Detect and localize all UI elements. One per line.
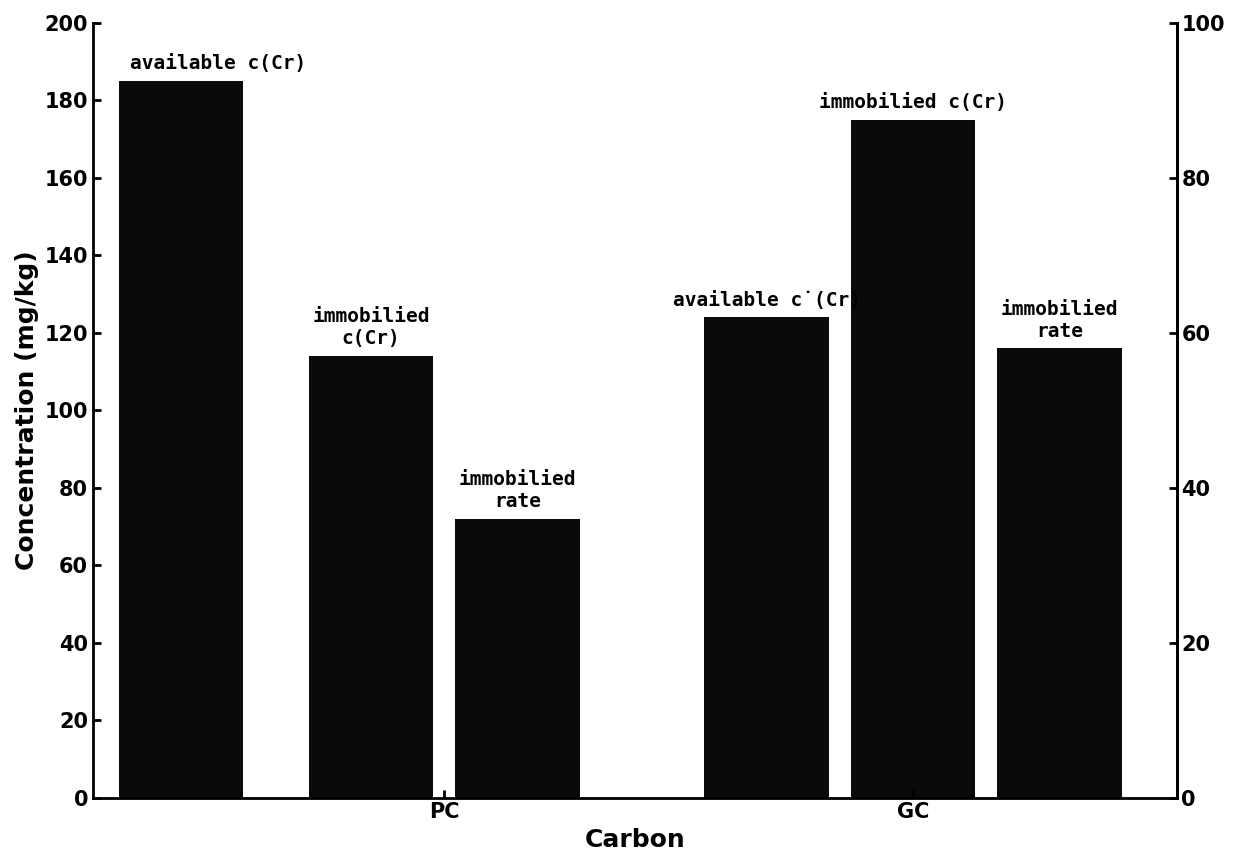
Bar (309, 356, 434, 798)
Bar (997, 349, 1122, 798)
Text: immobilied
rate: immobilied rate (459, 470, 577, 511)
Text: available c(Cr): available c(Cr) (129, 55, 306, 74)
Text: immobilied
c(Cr): immobilied c(Cr) (312, 307, 430, 349)
Bar (455, 518, 580, 798)
Text: immobilied
rate: immobilied rate (1001, 300, 1118, 341)
X-axis label: Carbon: Carbon (584, 828, 686, 852)
Bar (704, 317, 828, 798)
Text: available ċ(Cr): available ċ(Cr) (672, 290, 861, 310)
Bar (851, 120, 976, 798)
Y-axis label: Concentration (mg/kg): Concentration (mg/kg) (15, 251, 38, 570)
Text: immobilied c(Cr): immobilied c(Cr) (820, 93, 1007, 112)
Bar (119, 81, 243, 798)
